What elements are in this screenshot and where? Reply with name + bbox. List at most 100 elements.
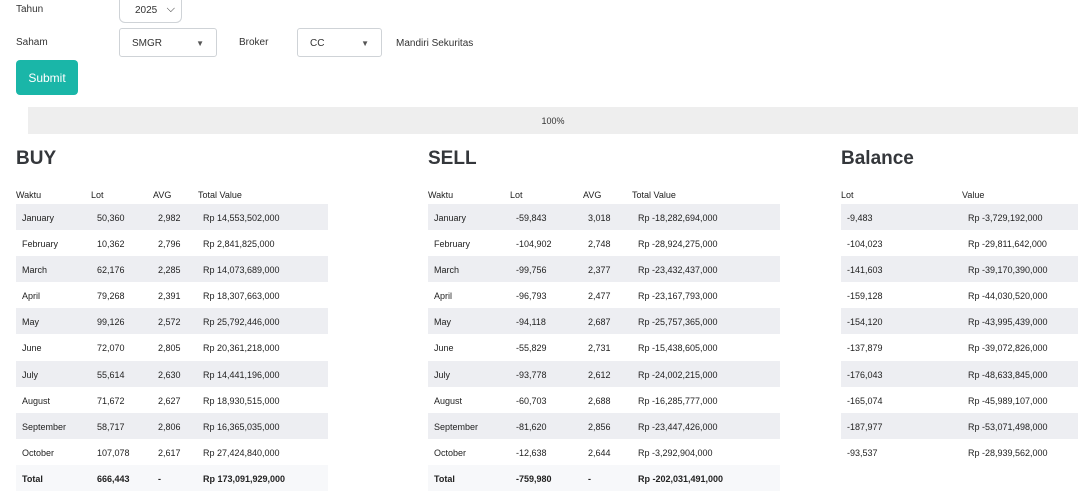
- buy-cell: 62,176: [97, 265, 125, 276]
- progress-bar: 100%: [28, 107, 1078, 134]
- buy-header-cell: AVG: [153, 190, 172, 200]
- buy-cell: Rp 25,792,446,000: [203, 317, 280, 328]
- sell-cell: Rp -23,447,426,000: [638, 421, 718, 432]
- sell-cell: -96,793: [516, 291, 547, 302]
- sell-header-cell: AVG: [583, 190, 602, 200]
- sell-cell: 2,688: [588, 395, 611, 406]
- buy-header-cell: Total Value: [198, 190, 242, 200]
- table-row: May -94,118 2,687 Rp -25,757,365,000: [428, 308, 780, 335]
- balance-cell: -187,977: [847, 421, 883, 432]
- buy-cell: February: [22, 239, 59, 250]
- table-row: March -99,756 2,377 Rp -23,432,437,000: [428, 256, 780, 283]
- buy-total-cell: -: [158, 473, 161, 484]
- saham-label: Saham: [16, 37, 48, 48]
- sell-cell: -81,620: [516, 421, 547, 432]
- buy-total-cell: Total: [22, 473, 43, 484]
- buy-cell: September: [22, 421, 67, 432]
- balance-cell: -176,043: [847, 369, 883, 380]
- sell-title: SELL: [428, 148, 477, 169]
- sell-cell: 2,856: [588, 421, 611, 432]
- balance-title: Balance: [841, 148, 914, 169]
- broker-name: Mandiri Sekuritas: [396, 38, 474, 49]
- sell-total-row: Total -759,980 - Rp -202,031,491,000: [428, 464, 780, 492]
- buy-cell: June: [22, 343, 42, 354]
- sell-cell: May: [434, 317, 452, 328]
- balance-cell: -165,074: [847, 395, 883, 406]
- table-row: January -59,843 3,018 Rp -18,282,694,000: [428, 204, 780, 231]
- sell-header-cell: Waktu: [428, 190, 454, 200]
- table-row: June 72,070 2,805 Rp 20,361,218,000: [16, 334, 328, 360]
- table-row: -165,074 Rp -45,989,107,000: [841, 387, 1078, 413]
- buy-cell: Rp 14,553,502,000: [203, 213, 280, 223]
- buy-cell: March: [22, 265, 48, 276]
- sell-header-row: Waktu Lot AVG Total Value: [428, 186, 780, 204]
- buy-title: BUY: [16, 148, 57, 169]
- chevron-down-icon: ⌵: [166, 3, 175, 15]
- sell-cell: June: [434, 343, 454, 354]
- sell-cell: March: [434, 265, 460, 276]
- buy-cell: Rp 16,365,035,000: [203, 421, 280, 432]
- sell-cell: 2,612: [588, 369, 611, 380]
- table-row: April -96,793 2,477 Rp -23,167,793,000: [428, 282, 780, 308]
- buy-cell: 71,672: [97, 395, 125, 406]
- sell-table: Waktu Lot AVG Total Value January -59,843 3,01…: [428, 186, 780, 492]
- table-row: March 62,176 2,285 Rp 14,073,689,000: [16, 256, 328, 283]
- buy-cell: 72,070: [97, 343, 125, 354]
- sell-header-cell: Lot: [510, 190, 523, 200]
- tahun-label: Tahun: [16, 4, 44, 15]
- buy-cell: Rp 20,361,218,000: [203, 343, 280, 354]
- buy-total-cell: 666,443: [97, 473, 130, 484]
- buy-table: Waktu Lot AVG Total Value January 50,360 2,982…: [16, 186, 328, 492]
- broker-select[interactable]: CC ▼: [297, 28, 382, 57]
- buy-total-cell: Rp 173,091,929,000: [203, 473, 286, 484]
- table-row: January 50,360 2,982 Rp 14,553,502,000: [16, 204, 328, 231]
- table-row: -104,023 Rp -29,811,642,000: [841, 230, 1078, 256]
- sell-total-cell: Rp -202,031,491,000: [638, 473, 724, 484]
- table-row: June -55,829 2,731 Rp -15,438,605,000: [428, 334, 780, 360]
- caret-down-icon: ▼: [361, 39, 369, 48]
- sell-total-cell: Total: [434, 473, 455, 484]
- sell-cell: -55,829: [516, 343, 547, 354]
- sell-cell: Rp -24,002,215,000: [638, 369, 718, 380]
- balance-cell: Rp -39,170,390,000: [968, 265, 1048, 276]
- balance-table: Lot Value -9,483 Rp -3,729,192,000 -104,023 R…: [841, 186, 1078, 465]
- table-row: September -81,620 2,856 Rp -23,447,426,000: [428, 412, 780, 439]
- balance-cell: -93,537: [847, 447, 878, 458]
- sell-cell: 2,377: [588, 265, 611, 276]
- sell-cell: Rp -3,292,904,000: [638, 447, 713, 458]
- table-row: -187,977 Rp -53,071,498,000: [841, 412, 1078, 439]
- buy-cell: 10,362: [97, 239, 125, 250]
- sell-cell: September: [434, 421, 479, 432]
- buy-cell: 99,126: [97, 317, 125, 328]
- sell-cell: 3,018: [588, 213, 611, 223]
- buy-cell: May: [22, 317, 40, 328]
- sell-cell: Rp -18,282,694,000: [638, 213, 718, 223]
- balance-cell: Rp -48,633,845,000: [968, 369, 1048, 380]
- buy-cell: 107,078: [97, 447, 130, 458]
- sell-cell: Rp -23,167,793,000: [638, 291, 718, 302]
- submit-button[interactable]: Submit: [16, 60, 78, 95]
- sell-cell: August: [434, 395, 463, 406]
- tahun-select[interactable]: 2025 ⌵: [119, 0, 182, 23]
- sell-cell: January: [434, 213, 467, 223]
- broker-label: Broker: [239, 37, 269, 48]
- buy-cell: Rp 14,441,196,000: [203, 369, 280, 380]
- buy-header-cell: Lot: [91, 190, 104, 200]
- saham-value: SMGR: [132, 38, 162, 49]
- progress-text: 100%: [541, 116, 565, 126]
- table-row: -137,879 Rp -39,072,826,000: [841, 334, 1078, 360]
- table-row: September 58,717 2,806 Rp 16,365,035,000: [16, 412, 328, 439]
- sell-cell: July: [434, 369, 451, 380]
- sell-cell: February: [434, 239, 471, 250]
- saham-select[interactable]: SMGR ▼: [119, 28, 217, 57]
- table-row: -9,483 Rp -3,729,192,000: [841, 204, 1078, 231]
- table-row: April 79,268 2,391 Rp 18,307,663,000: [16, 282, 328, 308]
- sell-cell: -59,843: [516, 213, 547, 223]
- sell-cell: -12,638: [516, 447, 547, 458]
- sell-cell: -99,756: [516, 265, 547, 276]
- table-row: May 99,126 2,572 Rp 25,792,446,000: [16, 308, 328, 335]
- buy-cell: 2,982: [158, 213, 181, 223]
- balance-cell: -137,879: [847, 343, 883, 354]
- buy-cell: 79,268: [97, 291, 125, 302]
- sell-cell: April: [434, 291, 453, 302]
